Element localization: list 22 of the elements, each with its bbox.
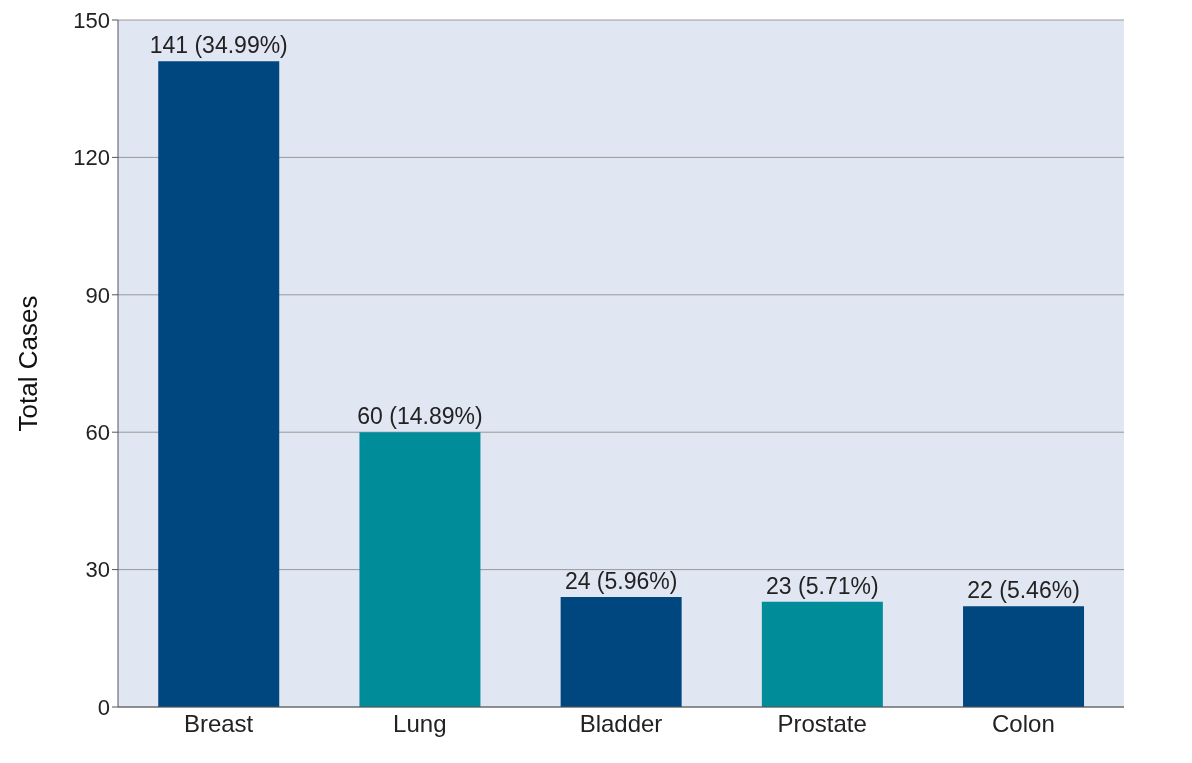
data-label: 24 (5.96%): [564, 568, 678, 595]
data-label: 141 (34.99%): [149, 32, 288, 59]
x-tick-label: Colon: [992, 710, 1055, 738]
y-axis-title: Total Cases: [13, 295, 44, 432]
x-tick-label: Breast: [183, 710, 254, 738]
bar: [963, 606, 1085, 707]
bar: [359, 432, 481, 707]
data-label: 60 (14.89%): [357, 403, 483, 430]
y-tick-label: 0: [97, 694, 110, 720]
data-label: 22 (5.46%): [967, 577, 1080, 604]
y-tick-label: 90: [85, 282, 110, 308]
y-tick-label: 150: [73, 7, 110, 33]
bar: [560, 597, 682, 707]
x-tick-label: Bladder: [579, 710, 663, 738]
y-tick-label: 30: [85, 557, 110, 583]
y-tick-label: 120: [73, 145, 110, 171]
data-label: 23 (5.71%): [766, 572, 879, 599]
bar: [158, 61, 280, 707]
x-tick-label: Prostate: [777, 710, 867, 738]
bar: [761, 601, 883, 707]
x-tick-label: Lung: [393, 710, 447, 738]
y-tick-label: 60: [85, 420, 110, 446]
